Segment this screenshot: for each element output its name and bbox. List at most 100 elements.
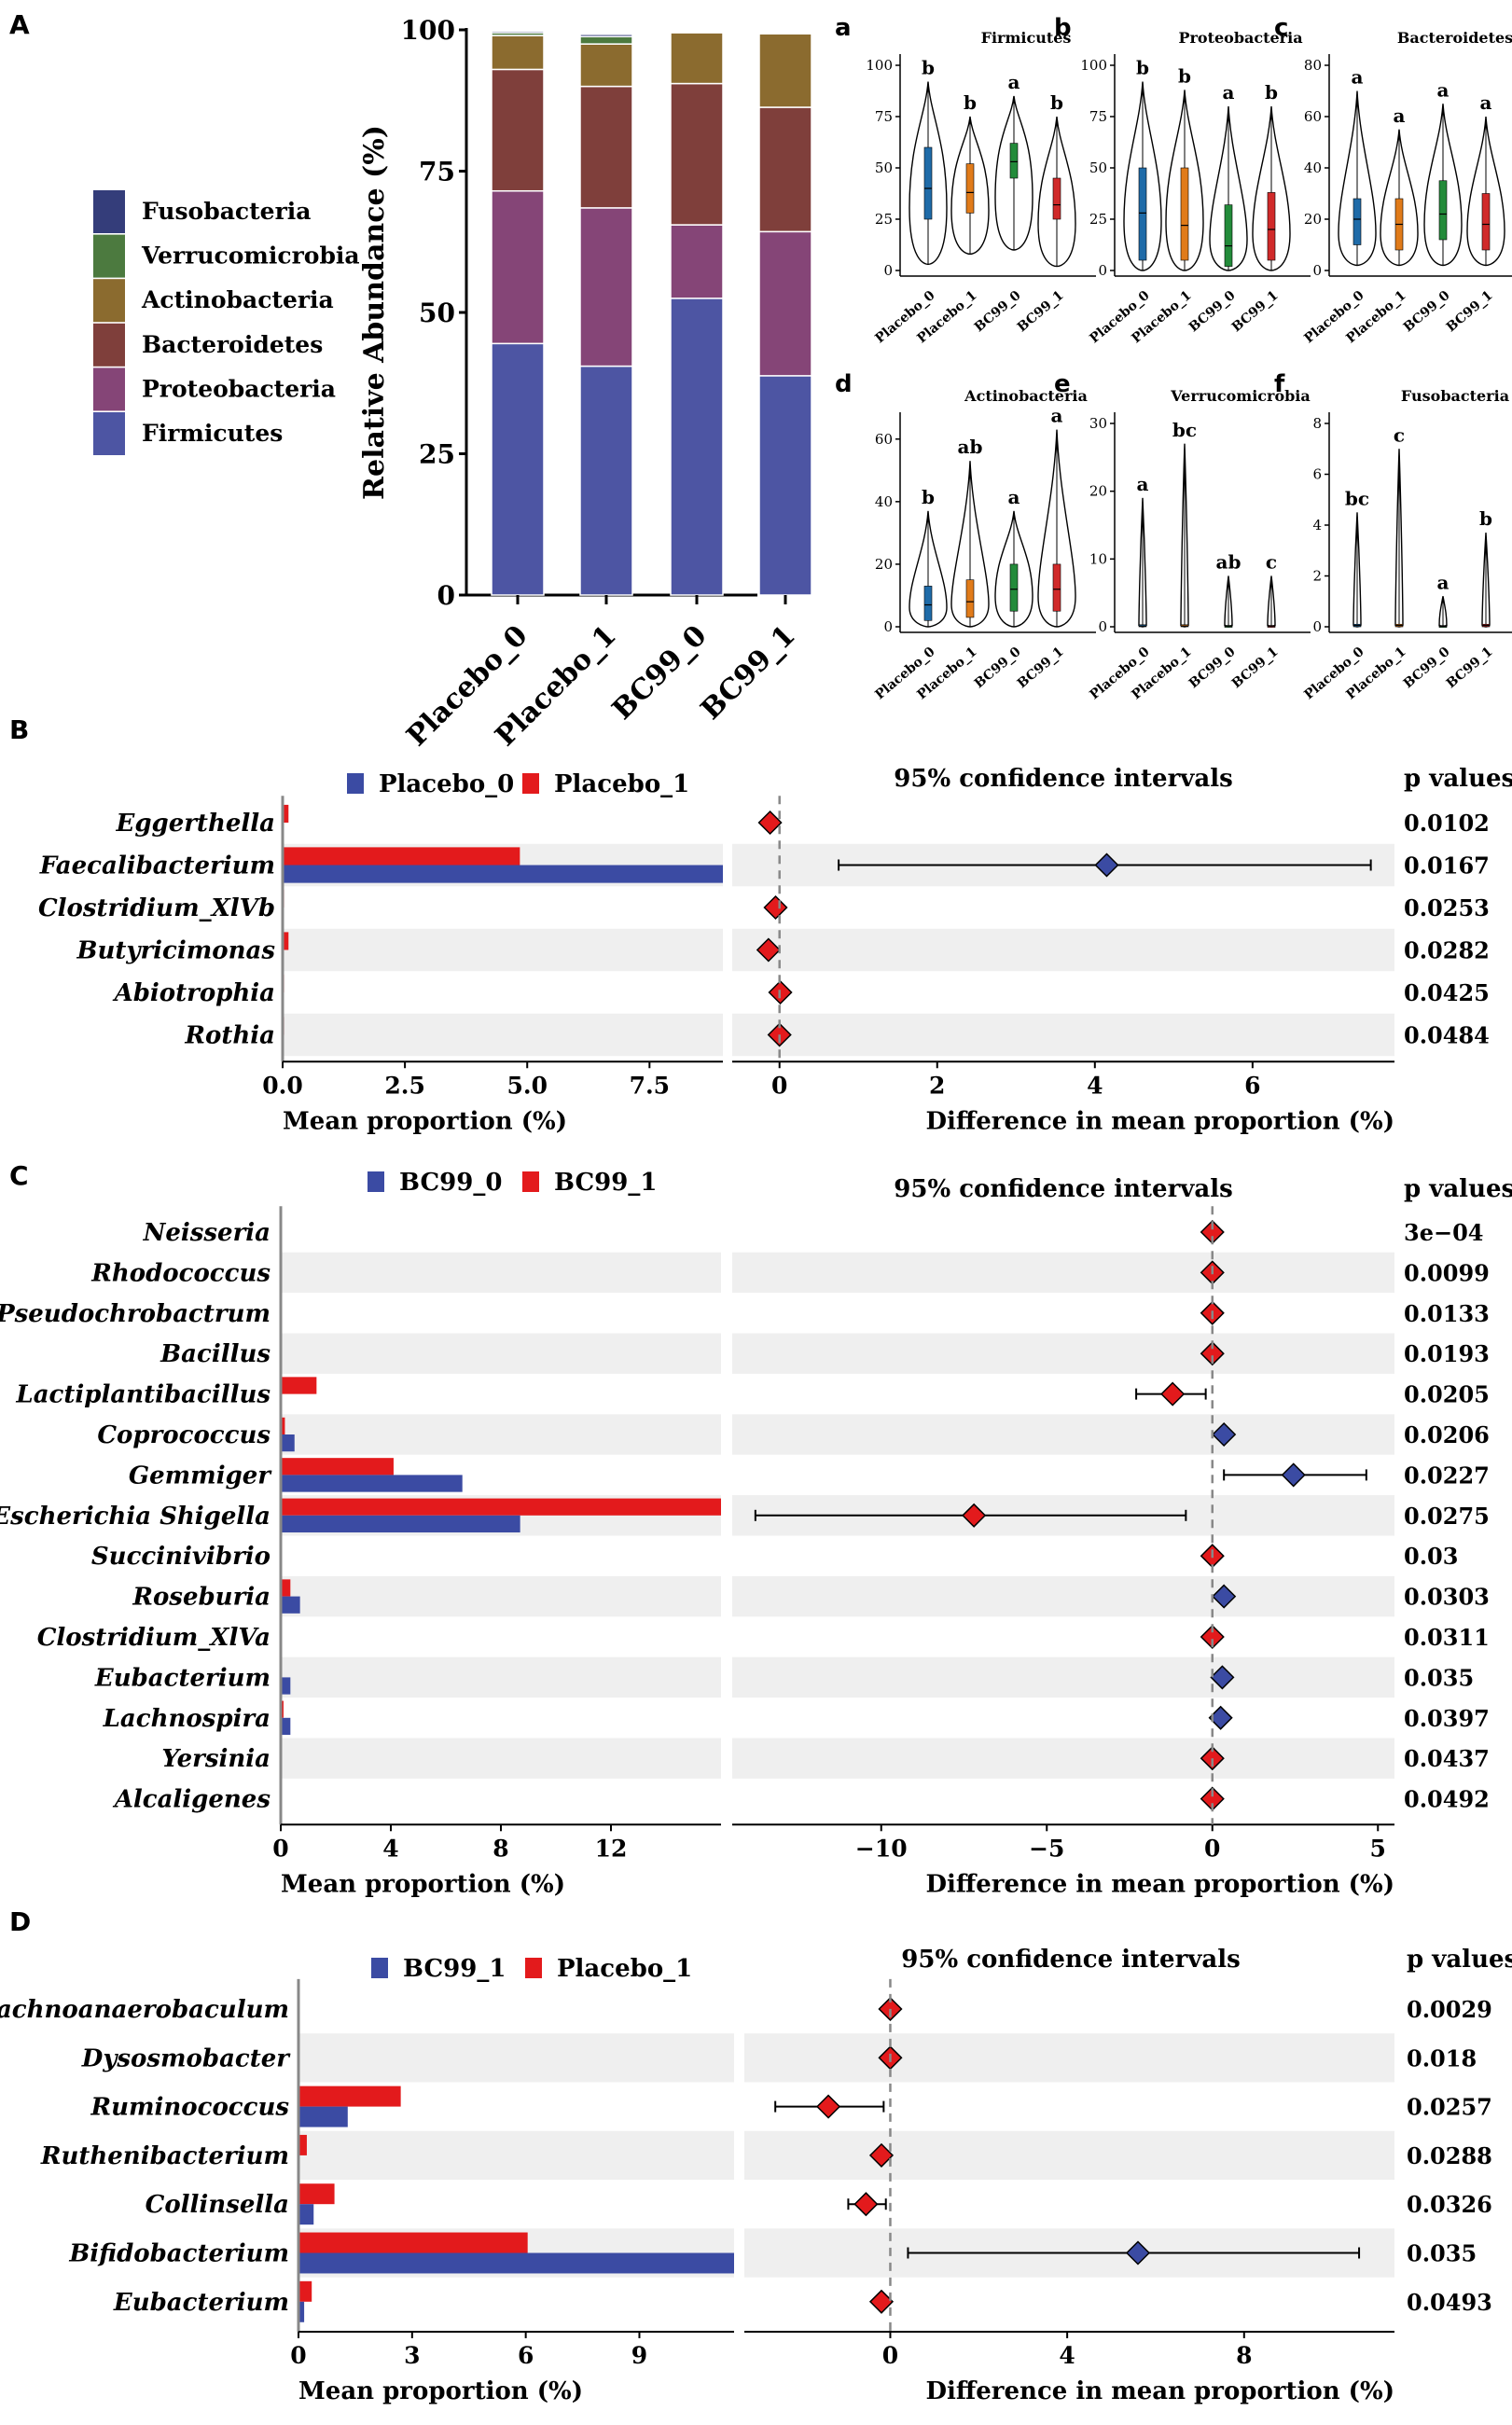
violin-y-tick-label: 0 [1312, 618, 1322, 635]
p-value: 0.0326 [1407, 2191, 1492, 2218]
ci-title: 95% confidence intervals [894, 765, 1232, 793]
violin-box [1224, 204, 1233, 267]
significance-letter: ab [1216, 551, 1242, 574]
bar-BC99_0 [281, 1515, 520, 1533]
violin-y-tick-label: 20 [875, 556, 893, 573]
taxon-label: Eggerthella [116, 810, 275, 838]
violin-box [1009, 563, 1019, 612]
significance-letter: a [1480, 91, 1492, 114]
bar-BC99_0 [281, 1475, 463, 1492]
bar-Placebo_0 [283, 865, 723, 883]
significance-letter: bc [1172, 419, 1197, 441]
p-value: 0.0029 [1407, 1996, 1492, 2023]
bar-segment-firmicutes [579, 365, 633, 596]
ci-x-axis-title: Difference in mean proportion (%) [926, 1107, 1395, 1135]
y-tick-label: 100 [401, 15, 455, 46]
y-tick-label: 50 [419, 298, 455, 328]
significance-letter: a [1051, 405, 1063, 427]
violin-y-tick-label: 25 [1089, 211, 1107, 228]
violin-y-tick-label: 10 [1089, 550, 1107, 567]
bar-x-tick-label: 0 [290, 2342, 306, 2369]
taxon-label: Rhodococcus [90, 1259, 270, 1287]
row-band [281, 1738, 721, 1779]
p-value: 0.0167 [1404, 852, 1490, 880]
legend-label-verrucomicrobia: Verrucomicrobia [141, 242, 360, 270]
violin-y-tick-label: 100 [866, 57, 893, 74]
significance-letter: b [922, 486, 935, 508]
bar-segment-bacteroidetes [758, 106, 812, 233]
violin-x-tick-label: BC99_1 [1444, 644, 1496, 691]
violin-panel-title: Actinobacteria [964, 387, 1088, 405]
y-tick-label: 25 [419, 439, 455, 470]
bar-x-tick-label: 9 [631, 2342, 647, 2369]
significance-letter: b [1479, 507, 1492, 530]
violin-y-tick-label: 60 [875, 431, 893, 448]
p-value: 0.0253 [1404, 894, 1490, 922]
p-values-title: p values [1404, 1175, 1512, 1203]
violin-panel-title: Bacteroidetes [1397, 29, 1512, 47]
row-band [732, 1738, 1394, 1779]
violin-y-tick-label: 4 [1312, 517, 1322, 534]
legend-label-b: BC99_1 [554, 1169, 657, 1197]
ci-point [868, 2289, 895, 2314]
bar-BC99_1 [281, 1579, 291, 1597]
p-value: 0.0492 [1404, 1786, 1490, 1813]
bar-Placebo_1 [283, 932, 289, 950]
significance-letter: b [1178, 64, 1191, 87]
violin-y-tick-label: 30 [1089, 415, 1107, 432]
significance-letter: b [1050, 91, 1063, 114]
legend-label-a: BC99_1 [403, 1955, 506, 1983]
panel-letter-d: D [9, 1906, 31, 1937]
violin-x-tick-label: BC99_0 [1401, 644, 1453, 692]
legend-label-proteobacteria: Proteobacteria [142, 375, 336, 402]
bar-segment-firmicutes [758, 375, 812, 596]
ci-title: 95% confidence intervals [901, 1946, 1240, 1974]
bar-Placebo_1 [298, 2280, 312, 2302]
ci-x-axis-title: Difference in mean proportion (%) [926, 1870, 1395, 1898]
violin-panel-letter: f [1274, 370, 1285, 398]
legend-swatch-a [368, 1171, 384, 1192]
violin-box [1138, 167, 1147, 261]
y-axis-title: Relative Abundance (%) [358, 125, 391, 500]
legend-swatch-a [347, 773, 364, 794]
taxon-label: Butyricimonas [76, 937, 275, 965]
ci-x-tick-label: 0 [771, 1072, 787, 1099]
violin-y-tick-label: 75 [1089, 108, 1107, 125]
ci-point [816, 2094, 841, 2119]
legend-label-actinobacteria: Actinobacteria [141, 286, 334, 313]
bar-segment-proteobacteria [491, 189, 545, 345]
bar-x-tick-label: 0 [272, 1835, 288, 1862]
bar-segment-actinobacteria [579, 43, 633, 88]
ci-point [1200, 1746, 1225, 1771]
legend-swatch-a [371, 1958, 388, 1978]
ci-x-tick-label: 4 [1087, 1072, 1103, 1099]
row-band [298, 2130, 734, 2181]
p-values-title: p values [1404, 765, 1512, 793]
row-band [283, 928, 723, 972]
bar-segment-bacteroidetes [579, 85, 633, 209]
bar-segment-actinobacteria [758, 33, 812, 108]
bar-segment-firmicutes [491, 342, 545, 596]
significance-letter: b [1136, 57, 1149, 79]
ci-point [1200, 1624, 1225, 1650]
taxon-label: Ruthenibacterium [40, 2142, 289, 2170]
violin-panel-letter: c [1274, 14, 1288, 42]
violin-box [1052, 177, 1061, 220]
violin-y-tick-label: 50 [875, 159, 893, 176]
violin-box [923, 586, 933, 621]
legend-label-firmicutes: Firmicutes [142, 420, 283, 447]
panel-letter-b: B [9, 714, 29, 745]
panel-c-chart: BC99_0 BC99_1 95% confidence intervals p va… [0, 1169, 1512, 1898]
taxon-label: Rothia [184, 1022, 275, 1050]
violin-panel-title: Fusobacteria [1401, 387, 1509, 405]
p-value: 0.0425 [1404, 979, 1490, 1006]
taxon-label: Roseburia [132, 1584, 270, 1612]
taxon-label: Alcaligenes [112, 1786, 271, 1814]
bar-x-tick-label: 5.0 [506, 1072, 548, 1099]
violin-box [1180, 167, 1189, 261]
p-value: 0.0282 [1404, 937, 1490, 964]
row-band [281, 1414, 721, 1455]
p-value: 0.0257 [1407, 2094, 1492, 2121]
bar-Placebo_1 [298, 2183, 335, 2205]
